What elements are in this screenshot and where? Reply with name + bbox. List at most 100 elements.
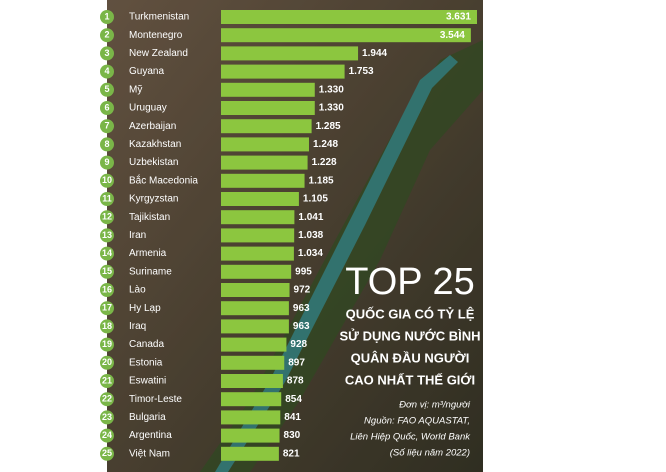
rank-badge bbox=[100, 10, 114, 24]
rank: 20 bbox=[102, 357, 112, 367]
rank-badge bbox=[100, 374, 114, 388]
bar bbox=[221, 228, 295, 243]
value-label: 897 bbox=[288, 357, 305, 368]
value-label: 821 bbox=[283, 448, 300, 459]
rank: 15 bbox=[102, 266, 112, 276]
value-label: 972 bbox=[294, 285, 311, 296]
note: Đơn vị: m³/người bbox=[399, 400, 471, 411]
category-label: Guyana bbox=[129, 66, 164, 77]
category-label: New Zealand bbox=[129, 48, 188, 59]
value-label: 1.034 bbox=[298, 248, 323, 259]
bar bbox=[221, 28, 471, 43]
bar bbox=[221, 46, 359, 61]
canal bbox=[215, 55, 458, 472]
value-label: 1.228 bbox=[312, 157, 337, 168]
rank: 16 bbox=[102, 284, 112, 294]
note: Nguồn: FAO AQUASTAT, bbox=[364, 416, 470, 427]
category-label: Uruguay bbox=[129, 103, 167, 114]
rank-badge bbox=[100, 246, 114, 261]
category-label: Tajikistan bbox=[129, 212, 170, 223]
rank-badge bbox=[100, 28, 114, 43]
value-label: 1.041 bbox=[298, 212, 323, 223]
category-label: Iran bbox=[129, 230, 146, 241]
bar bbox=[221, 446, 279, 461]
subtitle-line: QUỐC GIA CÓ TỶ LỆ bbox=[346, 306, 475, 321]
rank: 9 bbox=[104, 157, 109, 167]
subtitle-line: SỬ DỤNG NƯỚC BÌNH bbox=[340, 328, 481, 343]
rank-badge bbox=[100, 101, 114, 115]
rank-badge bbox=[100, 228, 114, 243]
rank: 2 bbox=[104, 30, 109, 40]
bar bbox=[221, 10, 477, 24]
rank: 8 bbox=[104, 139, 109, 149]
category-label: Hy Lạp bbox=[129, 303, 161, 314]
rank-badge bbox=[100, 446, 114, 461]
value-label: 3.544 bbox=[440, 30, 465, 41]
rank: 23 bbox=[102, 412, 112, 422]
category-label: Việt Nam bbox=[129, 448, 170, 459]
bar bbox=[221, 410, 281, 425]
rank-badge bbox=[100, 46, 114, 61]
category-label: Eswatini bbox=[129, 376, 166, 387]
rank-badge bbox=[100, 392, 114, 407]
bar bbox=[221, 101, 315, 115]
category-label: Argentina bbox=[129, 430, 172, 441]
value-label: 1.944 bbox=[362, 48, 387, 59]
rank-badge bbox=[100, 119, 114, 134]
rank-badge bbox=[100, 264, 114, 279]
rank: 1 bbox=[104, 11, 109, 21]
bar bbox=[221, 155, 308, 170]
value-label: 995 bbox=[295, 266, 312, 277]
category-label: Timor-Leste bbox=[129, 394, 182, 405]
value-label: 830 bbox=[284, 430, 301, 441]
rank-badge bbox=[100, 337, 114, 352]
rank-badge bbox=[100, 82, 114, 97]
category-label: Estonia bbox=[129, 357, 163, 368]
value-label: 1.185 bbox=[309, 175, 334, 186]
bar bbox=[221, 82, 315, 97]
category-label: Canada bbox=[129, 339, 164, 350]
category-label: Kazakhstan bbox=[129, 139, 181, 150]
bar bbox=[221, 192, 299, 206]
category-label: Uzbekistan bbox=[129, 157, 178, 168]
value-label: 1.753 bbox=[349, 66, 374, 77]
rank: 18 bbox=[102, 321, 112, 331]
category-label: Lào bbox=[129, 285, 146, 296]
rank: 24 bbox=[102, 430, 112, 440]
value-label: 1.248 bbox=[313, 139, 338, 150]
rank-badge bbox=[100, 173, 114, 188]
bar bbox=[221, 119, 312, 134]
category-label: Bulgaria bbox=[129, 412, 166, 423]
bar bbox=[221, 428, 280, 443]
value-label: 928 bbox=[290, 339, 307, 350]
title: TOP 25 bbox=[345, 261, 475, 303]
photo-shade bbox=[107, 0, 483, 472]
rank: 25 bbox=[102, 448, 112, 458]
subtitle-line: CAO NHẤT THẾ GIỚI bbox=[345, 372, 475, 387]
value-label: 878 bbox=[287, 376, 304, 387]
category-label: Azerbaijan bbox=[129, 121, 176, 132]
category-label: Iraq bbox=[129, 321, 146, 332]
value-label: 854 bbox=[285, 394, 302, 405]
bar bbox=[221, 374, 283, 388]
rank: 17 bbox=[102, 303, 112, 313]
category-label: Armenia bbox=[129, 248, 167, 259]
rank: 7 bbox=[104, 121, 109, 131]
rank-badge bbox=[100, 137, 114, 152]
rank: 13 bbox=[102, 230, 112, 240]
value-label: 1.330 bbox=[319, 103, 344, 114]
note: (Số liệu năm 2022) bbox=[390, 448, 470, 459]
category-label: Mỹ bbox=[129, 84, 142, 95]
bar bbox=[221, 210, 295, 225]
rank-badge bbox=[100, 155, 114, 170]
subtitle-line: QUÂN ĐẦU NGƯỜI bbox=[351, 350, 470, 365]
bar bbox=[221, 64, 345, 79]
bar bbox=[221, 246, 294, 261]
value-label: 1.285 bbox=[316, 121, 341, 132]
bar bbox=[221, 301, 289, 316]
rank-badge bbox=[100, 319, 114, 334]
value-label: 841 bbox=[284, 412, 301, 423]
category-label: Bắc Macedonia bbox=[129, 173, 198, 186]
